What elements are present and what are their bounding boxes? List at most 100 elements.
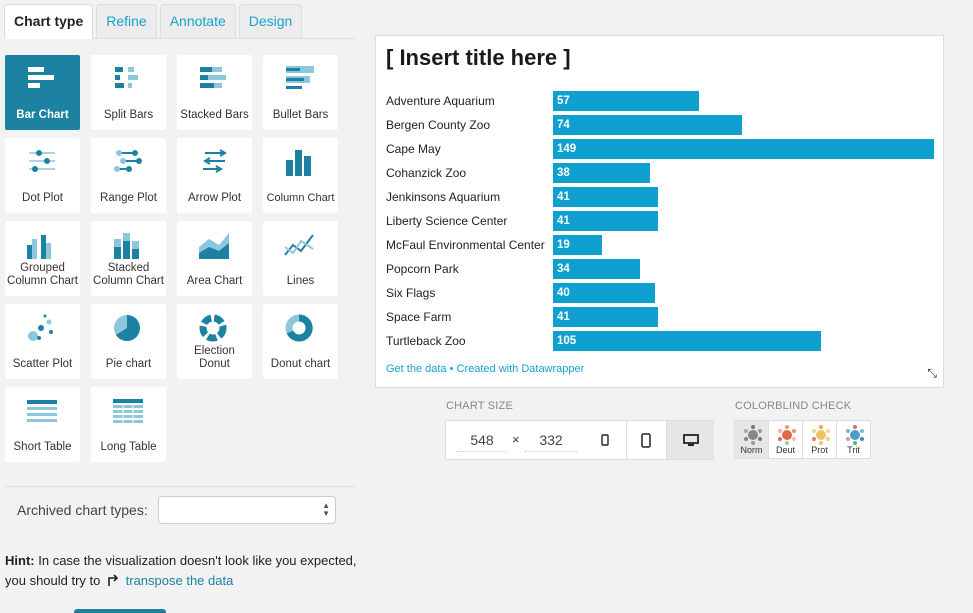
bar — [553, 259, 640, 279]
hint-text: Hint: In case the visualization doesn't … — [5, 551, 357, 591]
tab-design[interactable]: Design — [238, 4, 303, 38]
bar — [553, 91, 699, 111]
tile-label: Election Donut — [194, 345, 235, 370]
chart-type-short-table[interactable]: Short Table — [5, 387, 80, 462]
resize-icon[interactable]: ⤡ — [927, 366, 937, 380]
chart-type-split-bars[interactable]: Split Bars — [91, 55, 166, 130]
bar-chart: Adventure Aquarium 57 Bergen County Zoo 74 C… — [376, 36, 943, 387]
colorblind-controls: Norm Deut Prot Trit — [734, 420, 871, 459]
colorblind-deut-icon — [778, 425, 796, 445]
footer-separator: • — [446, 363, 457, 375]
bar-label: Cohanzick Zoo — [386, 166, 467, 180]
chart-size-controls: × — [445, 420, 714, 460]
chart-type-arrow-plot[interactable]: Arrow Plot — [177, 138, 252, 213]
bar-value-label: 105 — [557, 335, 577, 347]
tab-refine[interactable]: Refine — [96, 4, 157, 38]
chart-type-column-chart[interactable]: Column Chart — [263, 138, 338, 213]
colorblind-prot-button[interactable]: Prot — [802, 420, 837, 459]
tile-label: Short Table — [13, 441, 72, 453]
chart-type-stacked-bars[interactable]: Stacked Bars — [177, 55, 252, 130]
bar-value-label: 149 — [557, 143, 577, 155]
bar-label: Space Farm — [386, 310, 452, 324]
colorblind-prot-label: Prot — [811, 445, 828, 455]
tile-label: Arrow Plot — [187, 192, 242, 204]
stacked-column-icon — [114, 233, 139, 259]
bar-label: Turtleback Zoo — [386, 334, 466, 348]
created-with-link[interactable]: Created with Datawrapper — [456, 363, 585, 375]
chart-type-long-table[interactable]: Long Table — [91, 387, 166, 462]
left-panel: Chart type Refine Annotate Design Bar Ch… — [0, 0, 360, 613]
chart-width-input[interactable] — [456, 429, 508, 452]
short-table-icon — [27, 400, 57, 422]
colorblind-prot-icon — [812, 425, 830, 445]
split-bars-icon — [115, 67, 138, 88]
tile-label: Lines — [286, 275, 315, 287]
chart-type-range-plot[interactable]: Range Plot — [91, 138, 166, 213]
bar — [553, 331, 821, 351]
bar-value-label: 41 — [557, 311, 570, 323]
bar-value-label: 57 — [557, 95, 570, 107]
desktop-button[interactable] — [666, 421, 714, 459]
colorblind-deut-button[interactable]: Deut — [768, 420, 803, 459]
bar-chart-icon — [28, 67, 54, 88]
transpose-icon — [108, 574, 119, 586]
colorblind-trit-button[interactable]: Trit — [836, 420, 871, 459]
proceed-button-edge[interactable] — [74, 609, 166, 613]
tile-label: Range Plot — [100, 192, 157, 204]
pie-chart-icon — [114, 315, 140, 341]
colorblind-trit-label: Trit — [847, 445, 860, 455]
tile-label: Stacked Column Chart — [93, 262, 164, 287]
bar-value-label: 40 — [557, 287, 570, 299]
chart-type-bullet-bars[interactable]: Bullet Bars — [263, 55, 338, 130]
dot-plot-icon — [29, 150, 55, 172]
tab-annotate[interactable]: Annotate — [159, 4, 236, 38]
chart-type-donut-chart[interactable]: Donut chart — [263, 304, 338, 379]
chart-size-label: CHART SIZE — [446, 400, 513, 412]
get-the-data-link[interactable]: Get the data — [386, 363, 447, 375]
archived-chart-types-select[interactable]: ▲ ▼ — [158, 496, 336, 524]
bar-label: Adventure Aquarium — [386, 94, 495, 108]
tile-label: Pie chart — [105, 358, 152, 370]
hint-body: In case the visualization doesn't look l… — [5, 553, 357, 588]
chart-type-dot-plot[interactable]: Dot Plot — [5, 138, 80, 213]
scatter-plot-icon — [28, 314, 53, 341]
bar-label: Popcorn Park — [386, 262, 459, 276]
chart-title[interactable]: [ Insert title here ] — [386, 45, 571, 70]
transpose-data-link[interactable]: transpose the data — [125, 573, 234, 588]
desktop-icon — [682, 433, 699, 446]
chart-type-bar-chart[interactable]: Bar Chart — [5, 55, 80, 130]
chart-type-lines[interactable]: Lines — [263, 221, 338, 296]
mobile-small-button[interactable] — [586, 421, 624, 459]
chart-height-input[interactable] — [525, 429, 577, 452]
bar-value-label: 34 — [557, 263, 570, 275]
lines-icon — [284, 234, 314, 256]
mobile-button[interactable] — [626, 421, 664, 459]
phone-icon — [640, 432, 651, 448]
hint-label: Hint: — [5, 553, 35, 568]
bar-value-label: 41 — [557, 191, 570, 203]
tile-label: Column Chart — [266, 192, 335, 204]
arrow-plot-icon — [203, 149, 227, 173]
chart-type-area-chart[interactable]: Area Chart — [177, 221, 252, 296]
tile-label: Grouped Column Chart — [7, 262, 78, 287]
chart-type-pie-chart[interactable]: Pie chart — [91, 304, 166, 379]
bar-value-label: 74 — [557, 119, 570, 131]
bar-label: Liberty Science Center — [386, 214, 508, 228]
archived-chart-types-label: Archived chart types: — [17, 502, 148, 518]
phone-small-icon — [601, 434, 609, 446]
tab-bar: Chart type Refine Annotate Design — [4, 4, 305, 39]
tab-chart-type[interactable]: Chart type — [4, 4, 94, 39]
colorblind-norm-button[interactable]: Norm — [734, 420, 769, 459]
chart-type-scatter-plot[interactable]: Scatter Plot — [5, 304, 80, 379]
long-table-icon — [113, 399, 143, 423]
chart-type-stacked-column[interactable]: Stacked Column Chart — [91, 221, 166, 296]
tile-label: Donut chart — [270, 358, 331, 370]
tile-label: Split Bars — [103, 109, 154, 121]
chart-type-grouped-column[interactable]: Grouped Column Chart — [5, 221, 80, 296]
stacked-bars-icon — [200, 67, 226, 88]
bar — [553, 211, 658, 231]
tile-label: Area Chart — [186, 275, 243, 287]
bar — [553, 139, 934, 159]
bar — [553, 283, 655, 303]
chart-type-election-donut[interactable]: Election Donut — [177, 304, 252, 379]
